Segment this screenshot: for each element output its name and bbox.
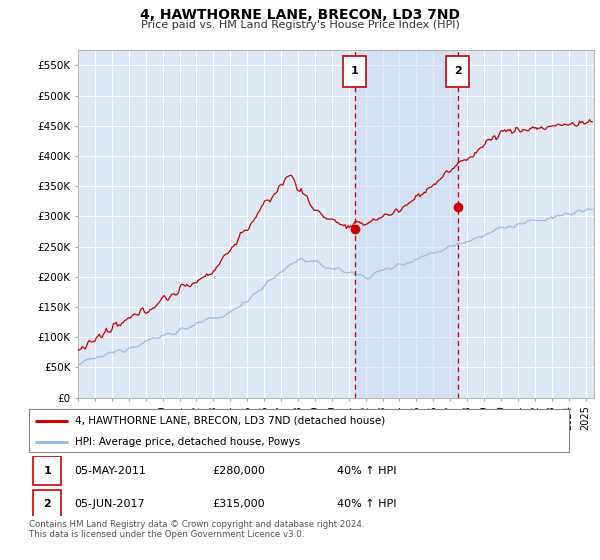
Text: Price paid vs. HM Land Registry's House Price Index (HPI): Price paid vs. HM Land Registry's House …: [140, 20, 460, 30]
Text: 4, HAWTHORNE LANE, BRECON, LD3 7ND: 4, HAWTHORNE LANE, BRECON, LD3 7ND: [140, 8, 460, 22]
Text: 2: 2: [454, 66, 461, 76]
Text: 1: 1: [351, 66, 358, 76]
FancyBboxPatch shape: [33, 456, 61, 486]
Text: 05-JUN-2017: 05-JUN-2017: [75, 499, 145, 509]
Text: 05-MAY-2011: 05-MAY-2011: [75, 466, 146, 476]
Text: Contains HM Land Registry data © Crown copyright and database right 2024.
This d: Contains HM Land Registry data © Crown c…: [29, 520, 364, 539]
FancyBboxPatch shape: [33, 489, 61, 519]
Text: HPI: Average price, detached house, Powys: HPI: Average price, detached house, Powy…: [75, 437, 300, 447]
Text: 40% ↑ HPI: 40% ↑ HPI: [337, 466, 396, 476]
Text: 4, HAWTHORNE LANE, BRECON, LD3 7ND (detached house): 4, HAWTHORNE LANE, BRECON, LD3 7ND (deta…: [75, 416, 385, 426]
Text: 2: 2: [43, 499, 51, 509]
Bar: [355, 50, 458, 398]
Text: £280,000: £280,000: [212, 466, 265, 476]
Text: 40% ↑ HPI: 40% ↑ HPI: [337, 499, 396, 509]
FancyBboxPatch shape: [446, 55, 469, 87]
FancyBboxPatch shape: [343, 55, 366, 87]
Text: 1: 1: [43, 466, 51, 476]
Text: £315,000: £315,000: [212, 499, 265, 509]
